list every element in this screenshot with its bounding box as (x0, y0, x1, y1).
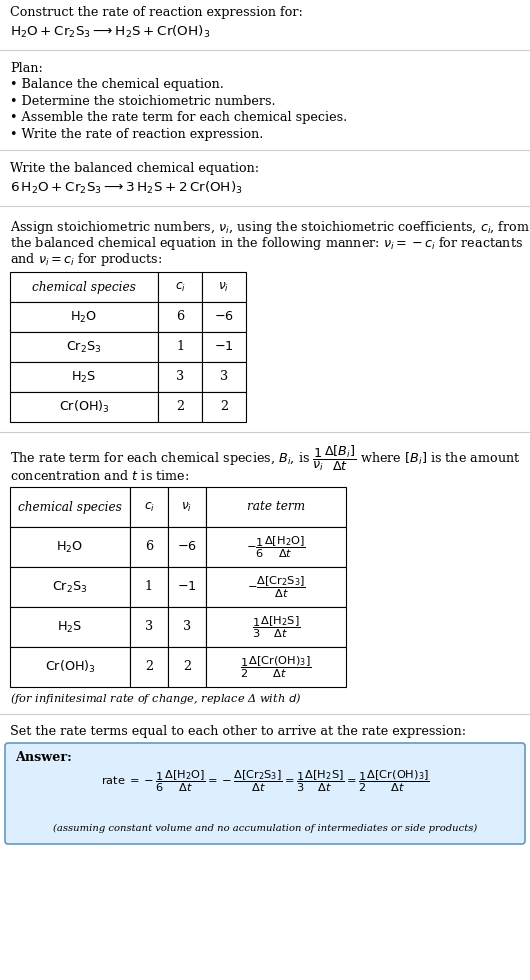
Text: $\dfrac{1}{2}\dfrac{\Delta[\mathrm{Cr(OH)_3}]}{\Delta t}$: $\dfrac{1}{2}\dfrac{\Delta[\mathrm{Cr(OH… (240, 655, 312, 680)
Text: $\nu_i$: $\nu_i$ (218, 280, 229, 294)
Text: $\mathrm{Cr_2S_3}$: $\mathrm{Cr_2S_3}$ (66, 339, 102, 355)
Text: 3: 3 (220, 370, 228, 383)
Bar (206, 527, 346, 567)
Bar (202, 272, 246, 302)
Text: (assuming constant volume and no accumulation of intermediates or side products): (assuming constant volume and no accumul… (53, 824, 477, 833)
Bar (10, 567, 130, 607)
Bar (10, 527, 130, 567)
Bar (10, 272, 158, 302)
Bar (202, 332, 246, 362)
FancyBboxPatch shape (5, 743, 525, 844)
Bar (130, 527, 168, 567)
Bar (168, 527, 206, 567)
Bar (202, 362, 246, 392)
Text: $\mathrm{Cr_2S_3}$: $\mathrm{Cr_2S_3}$ (52, 579, 88, 595)
Text: $c_i$: $c_i$ (174, 280, 186, 294)
Text: $\mathrm{H_2O}$: $\mathrm{H_2O}$ (56, 539, 84, 555)
Bar (206, 647, 346, 687)
Bar (206, 567, 346, 607)
Text: 2: 2 (145, 661, 153, 673)
Text: $\mathrm{H_2S}$: $\mathrm{H_2S}$ (72, 369, 96, 384)
Text: concentration and $t$ is time:: concentration and $t$ is time: (10, 468, 190, 482)
Bar (130, 487, 168, 527)
Text: 3: 3 (183, 620, 191, 633)
Bar (130, 647, 168, 687)
Text: $\mathrm{H_2S}$: $\mathrm{H_2S}$ (57, 619, 83, 635)
Text: $c_i$: $c_i$ (144, 501, 155, 514)
Bar (158, 392, 202, 422)
Text: $-1$: $-1$ (177, 580, 197, 594)
Text: 2: 2 (183, 661, 191, 673)
Bar (158, 332, 202, 362)
Bar (202, 302, 246, 332)
Text: The rate term for each chemical species, $B_i$, is $\dfrac{1}{\nu_i}\dfrac{\Delt: The rate term for each chemical species,… (10, 444, 520, 473)
Text: chemical species: chemical species (32, 280, 136, 293)
Bar (168, 487, 206, 527)
Text: 1: 1 (176, 340, 184, 354)
Bar (10, 332, 158, 362)
Text: $\dfrac{1}{3}\dfrac{\Delta[\mathrm{H_2S}]}{\Delta t}$: $\dfrac{1}{3}\dfrac{\Delta[\mathrm{H_2S}… (252, 614, 301, 640)
Text: rate $= -\dfrac{1}{6}\dfrac{\Delta[\mathrm{H_2O}]}{\Delta t}= -\dfrac{\Delta[\ma: rate $= -\dfrac{1}{6}\dfrac{\Delta[\math… (101, 768, 429, 794)
Bar (10, 487, 130, 527)
Text: $-6$: $-6$ (214, 311, 234, 323)
Bar (206, 487, 346, 527)
Text: 2: 2 (176, 401, 184, 414)
Text: 1: 1 (145, 580, 153, 594)
Text: $\mathrm{H_2O + Cr_2S_3 \longrightarrow H_2S + Cr(OH)_3}$: $\mathrm{H_2O + Cr_2S_3 \longrightarrow … (10, 24, 210, 39)
Text: $\mathrm{Cr(OH)_3}$: $\mathrm{Cr(OH)_3}$ (59, 399, 109, 416)
Text: Answer:: Answer: (15, 751, 72, 764)
Text: $-1$: $-1$ (214, 340, 234, 354)
Bar (158, 362, 202, 392)
Text: Write the balanced chemical equation:: Write the balanced chemical equation: (10, 163, 259, 175)
Text: 3: 3 (145, 620, 153, 633)
Bar (10, 392, 158, 422)
Text: the balanced chemical equation in the following manner: $\nu_i = -c_i$ for react: the balanced chemical equation in the fo… (10, 235, 523, 252)
Text: 2: 2 (220, 401, 228, 414)
Text: $\nu_i$: $\nu_i$ (181, 501, 192, 514)
Bar (130, 607, 168, 647)
Text: $-\dfrac{\Delta[\mathrm{Cr_2S_3}]}{\Delta t}$: $-\dfrac{\Delta[\mathrm{Cr_2S_3}]}{\Delt… (246, 574, 305, 600)
Bar (10, 647, 130, 687)
Text: $\mathrm{6\,H_2O + Cr_2S_3 \longrightarrow 3\,H_2S + 2\,Cr(OH)_3}$: $\mathrm{6\,H_2O + Cr_2S_3 \longrightarr… (10, 180, 243, 196)
Text: and $\nu_i = c_i$ for products:: and $\nu_i = c_i$ for products: (10, 252, 162, 269)
Bar (202, 392, 246, 422)
Text: • Assemble the rate term for each chemical species.: • Assemble the rate term for each chemic… (10, 112, 347, 124)
Text: $\mathrm{Cr(OH)_3}$: $\mathrm{Cr(OH)_3}$ (45, 659, 95, 675)
Bar (10, 607, 130, 647)
Bar (168, 647, 206, 687)
Bar (158, 272, 202, 302)
Bar (168, 607, 206, 647)
Text: (for infinitesimal rate of change, replace Δ with $d$): (for infinitesimal rate of change, repla… (10, 691, 301, 706)
Text: Assign stoichiometric numbers, $\nu_i$, using the stoichiometric coefficients, $: Assign stoichiometric numbers, $\nu_i$, … (10, 219, 530, 235)
Text: Construct the rate of reaction expression for:: Construct the rate of reaction expressio… (10, 6, 303, 19)
Text: chemical species: chemical species (18, 501, 122, 514)
Bar (10, 362, 158, 392)
Text: $-\dfrac{1}{6}\dfrac{\Delta[\mathrm{H_2O}]}{\Delta t}$: $-\dfrac{1}{6}\dfrac{\Delta[\mathrm{H_2O… (246, 534, 306, 560)
Text: • Balance the chemical equation.: • Balance the chemical equation. (10, 78, 224, 91)
Text: $\mathrm{H_2O}$: $\mathrm{H_2O}$ (70, 310, 98, 324)
Bar (206, 607, 346, 647)
Bar (158, 302, 202, 332)
Text: rate term: rate term (247, 501, 305, 514)
Bar (10, 302, 158, 332)
Text: 6: 6 (145, 541, 153, 554)
Text: Set the rate terms equal to each other to arrive at the rate expression:: Set the rate terms equal to each other t… (10, 725, 466, 739)
Text: • Write the rate of reaction expression.: • Write the rate of reaction expression. (10, 128, 263, 141)
Bar (168, 567, 206, 607)
Text: $-6$: $-6$ (177, 541, 197, 554)
Bar (130, 567, 168, 607)
Text: 6: 6 (176, 311, 184, 323)
Text: 3: 3 (176, 370, 184, 383)
Text: Plan:: Plan: (10, 62, 43, 75)
Text: • Determine the stoichiometric numbers.: • Determine the stoichiometric numbers. (10, 95, 276, 108)
